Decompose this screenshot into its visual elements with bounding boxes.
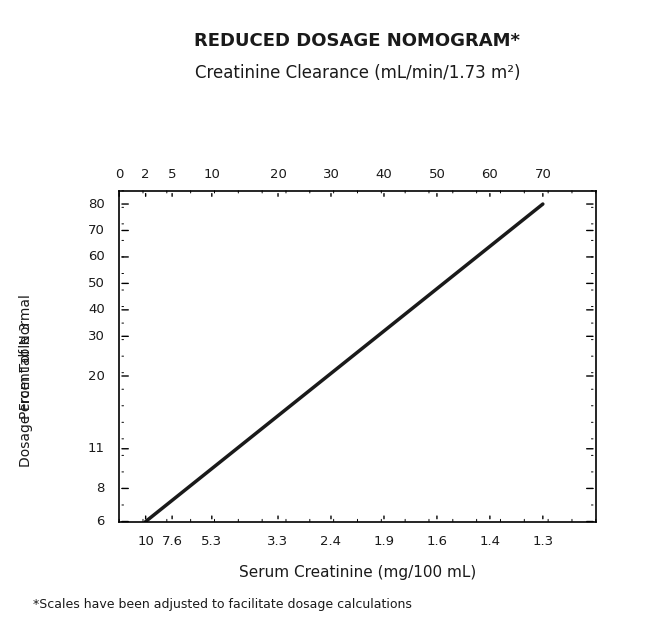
Text: 30: 30 xyxy=(322,168,340,181)
Text: 80: 80 xyxy=(88,198,105,211)
Text: 40: 40 xyxy=(375,168,393,181)
Text: 2: 2 xyxy=(142,168,150,181)
Text: 3.3: 3.3 xyxy=(267,535,289,548)
Text: 5: 5 xyxy=(168,168,176,181)
Text: Serum Creatinine (mg/100 mL): Serum Creatinine (mg/100 mL) xyxy=(239,565,476,579)
Text: 10: 10 xyxy=(203,168,220,181)
Text: *Scales have been adjusted to facilitate dosage calculations: *Scales have been adjusted to facilitate… xyxy=(33,598,412,611)
Text: 40: 40 xyxy=(88,303,105,316)
Text: 1.3: 1.3 xyxy=(532,535,553,548)
Text: 7.6: 7.6 xyxy=(162,535,183,548)
Text: Creatinine Clearance (mL/min/1.73 m²): Creatinine Clearance (mL/min/1.73 m²) xyxy=(195,64,520,81)
Text: 6: 6 xyxy=(97,515,105,528)
Text: 60: 60 xyxy=(481,168,498,181)
Text: 20: 20 xyxy=(88,370,105,382)
Text: 30: 30 xyxy=(88,330,105,343)
Text: 50: 50 xyxy=(88,277,105,290)
Text: 70: 70 xyxy=(88,224,105,237)
Text: 1.9: 1.9 xyxy=(373,535,395,548)
Text: Percent of Normal: Percent of Normal xyxy=(19,294,34,418)
Text: Dosage From Table 3: Dosage From Table 3 xyxy=(19,322,34,467)
Text: 8: 8 xyxy=(97,482,105,495)
Text: 1.4: 1.4 xyxy=(479,535,500,548)
Text: 2.4: 2.4 xyxy=(320,535,342,548)
Text: 0: 0 xyxy=(115,168,123,181)
Text: 70: 70 xyxy=(534,168,551,181)
Text: 10: 10 xyxy=(137,535,154,548)
Text: REDUCED DOSAGE NOMOGRAM*: REDUCED DOSAGE NOMOGRAM* xyxy=(195,32,520,50)
Text: 11: 11 xyxy=(88,442,105,455)
Text: 50: 50 xyxy=(428,168,446,181)
Text: 1.6: 1.6 xyxy=(426,535,448,548)
Text: 60: 60 xyxy=(88,251,105,263)
Text: 5.3: 5.3 xyxy=(201,535,222,548)
Text: 20: 20 xyxy=(269,168,287,181)
